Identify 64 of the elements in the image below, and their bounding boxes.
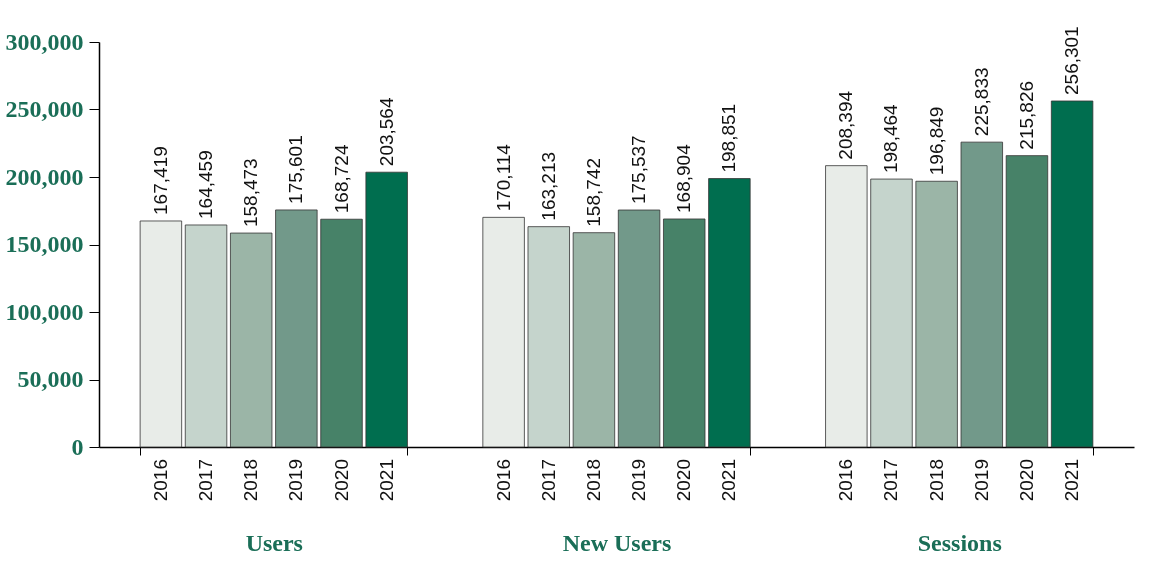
x-tick-label: Sessions (917, 529, 1002, 556)
bar (708, 178, 751, 448)
y-tick-label: 150,000 (5, 231, 84, 257)
data-label: 167,419 (149, 146, 171, 215)
data-label: 198,464 (880, 103, 902, 174)
text: 2017 (195, 459, 217, 502)
data-label: 203,564 (375, 97, 397, 167)
text: 2018 (582, 459, 604, 502)
text: 2020 (330, 459, 352, 502)
bar (184, 224, 228, 448)
data-label: 175,537 (628, 135, 650, 205)
text: 2018 (925, 459, 947, 502)
bar (572, 232, 616, 448)
bar (139, 220, 183, 448)
y-tick-label: 0 (71, 433, 84, 460)
bar (230, 232, 273, 448)
bar (617, 209, 661, 448)
text: 2019 (970, 459, 992, 502)
bar (527, 226, 570, 448)
text: 2021 (718, 459, 740, 502)
bar (365, 171, 408, 448)
text: 2016 (149, 459, 171, 502)
data-label: 170,114 (492, 143, 514, 212)
text: 2021 (1061, 459, 1083, 502)
text: 2020 (1015, 459, 1037, 502)
text: 2016 (835, 459, 857, 502)
text: 2017 (880, 459, 902, 502)
data-label: 208,394 (835, 90, 857, 160)
data-label: 158,742 (582, 158, 604, 227)
data-label: 256,301 (1061, 26, 1083, 95)
text: 2019 (285, 459, 307, 502)
bar (482, 216, 525, 448)
text: 2016 (492, 459, 514, 502)
data-label: 215,826 (1015, 80, 1037, 150)
bar (870, 178, 913, 448)
bar (915, 180, 958, 448)
data-label: 196,849 (925, 106, 947, 176)
data-label: 225,833 (970, 67, 992, 137)
bar (663, 218, 706, 448)
bar (1050, 100, 1094, 448)
data-label: 164,459 (195, 150, 217, 219)
text: 2019 (628, 459, 650, 502)
y-tick-label: 50,000 (17, 366, 84, 392)
bar (1005, 155, 1049, 448)
data-label: 198,851 (718, 103, 740, 173)
text: 2017 (537, 459, 559, 502)
data-label: 163,213 (537, 151, 559, 221)
bar (275, 209, 318, 448)
y-tick-label: 100,000 (5, 298, 84, 325)
bar (320, 218, 363, 448)
y-tick-label: 300,000 (5, 28, 84, 55)
text: 2020 (673, 459, 695, 502)
data-label: 168,724 (330, 144, 352, 214)
y-tick-label: 200,000 (5, 163, 84, 190)
data-label: 175,601 (285, 135, 307, 204)
bar (960, 141, 1003, 448)
bar (825, 165, 868, 448)
text: 2021 (375, 459, 397, 502)
y-tick-label: 250,000 (5, 96, 84, 122)
x-tick-label: New Users (562, 529, 672, 556)
data-label: 158,473 (240, 158, 262, 228)
data-label: 168,904 (673, 143, 695, 213)
text: 2018 (240, 459, 262, 502)
x-tick-label: Users (245, 529, 303, 556)
